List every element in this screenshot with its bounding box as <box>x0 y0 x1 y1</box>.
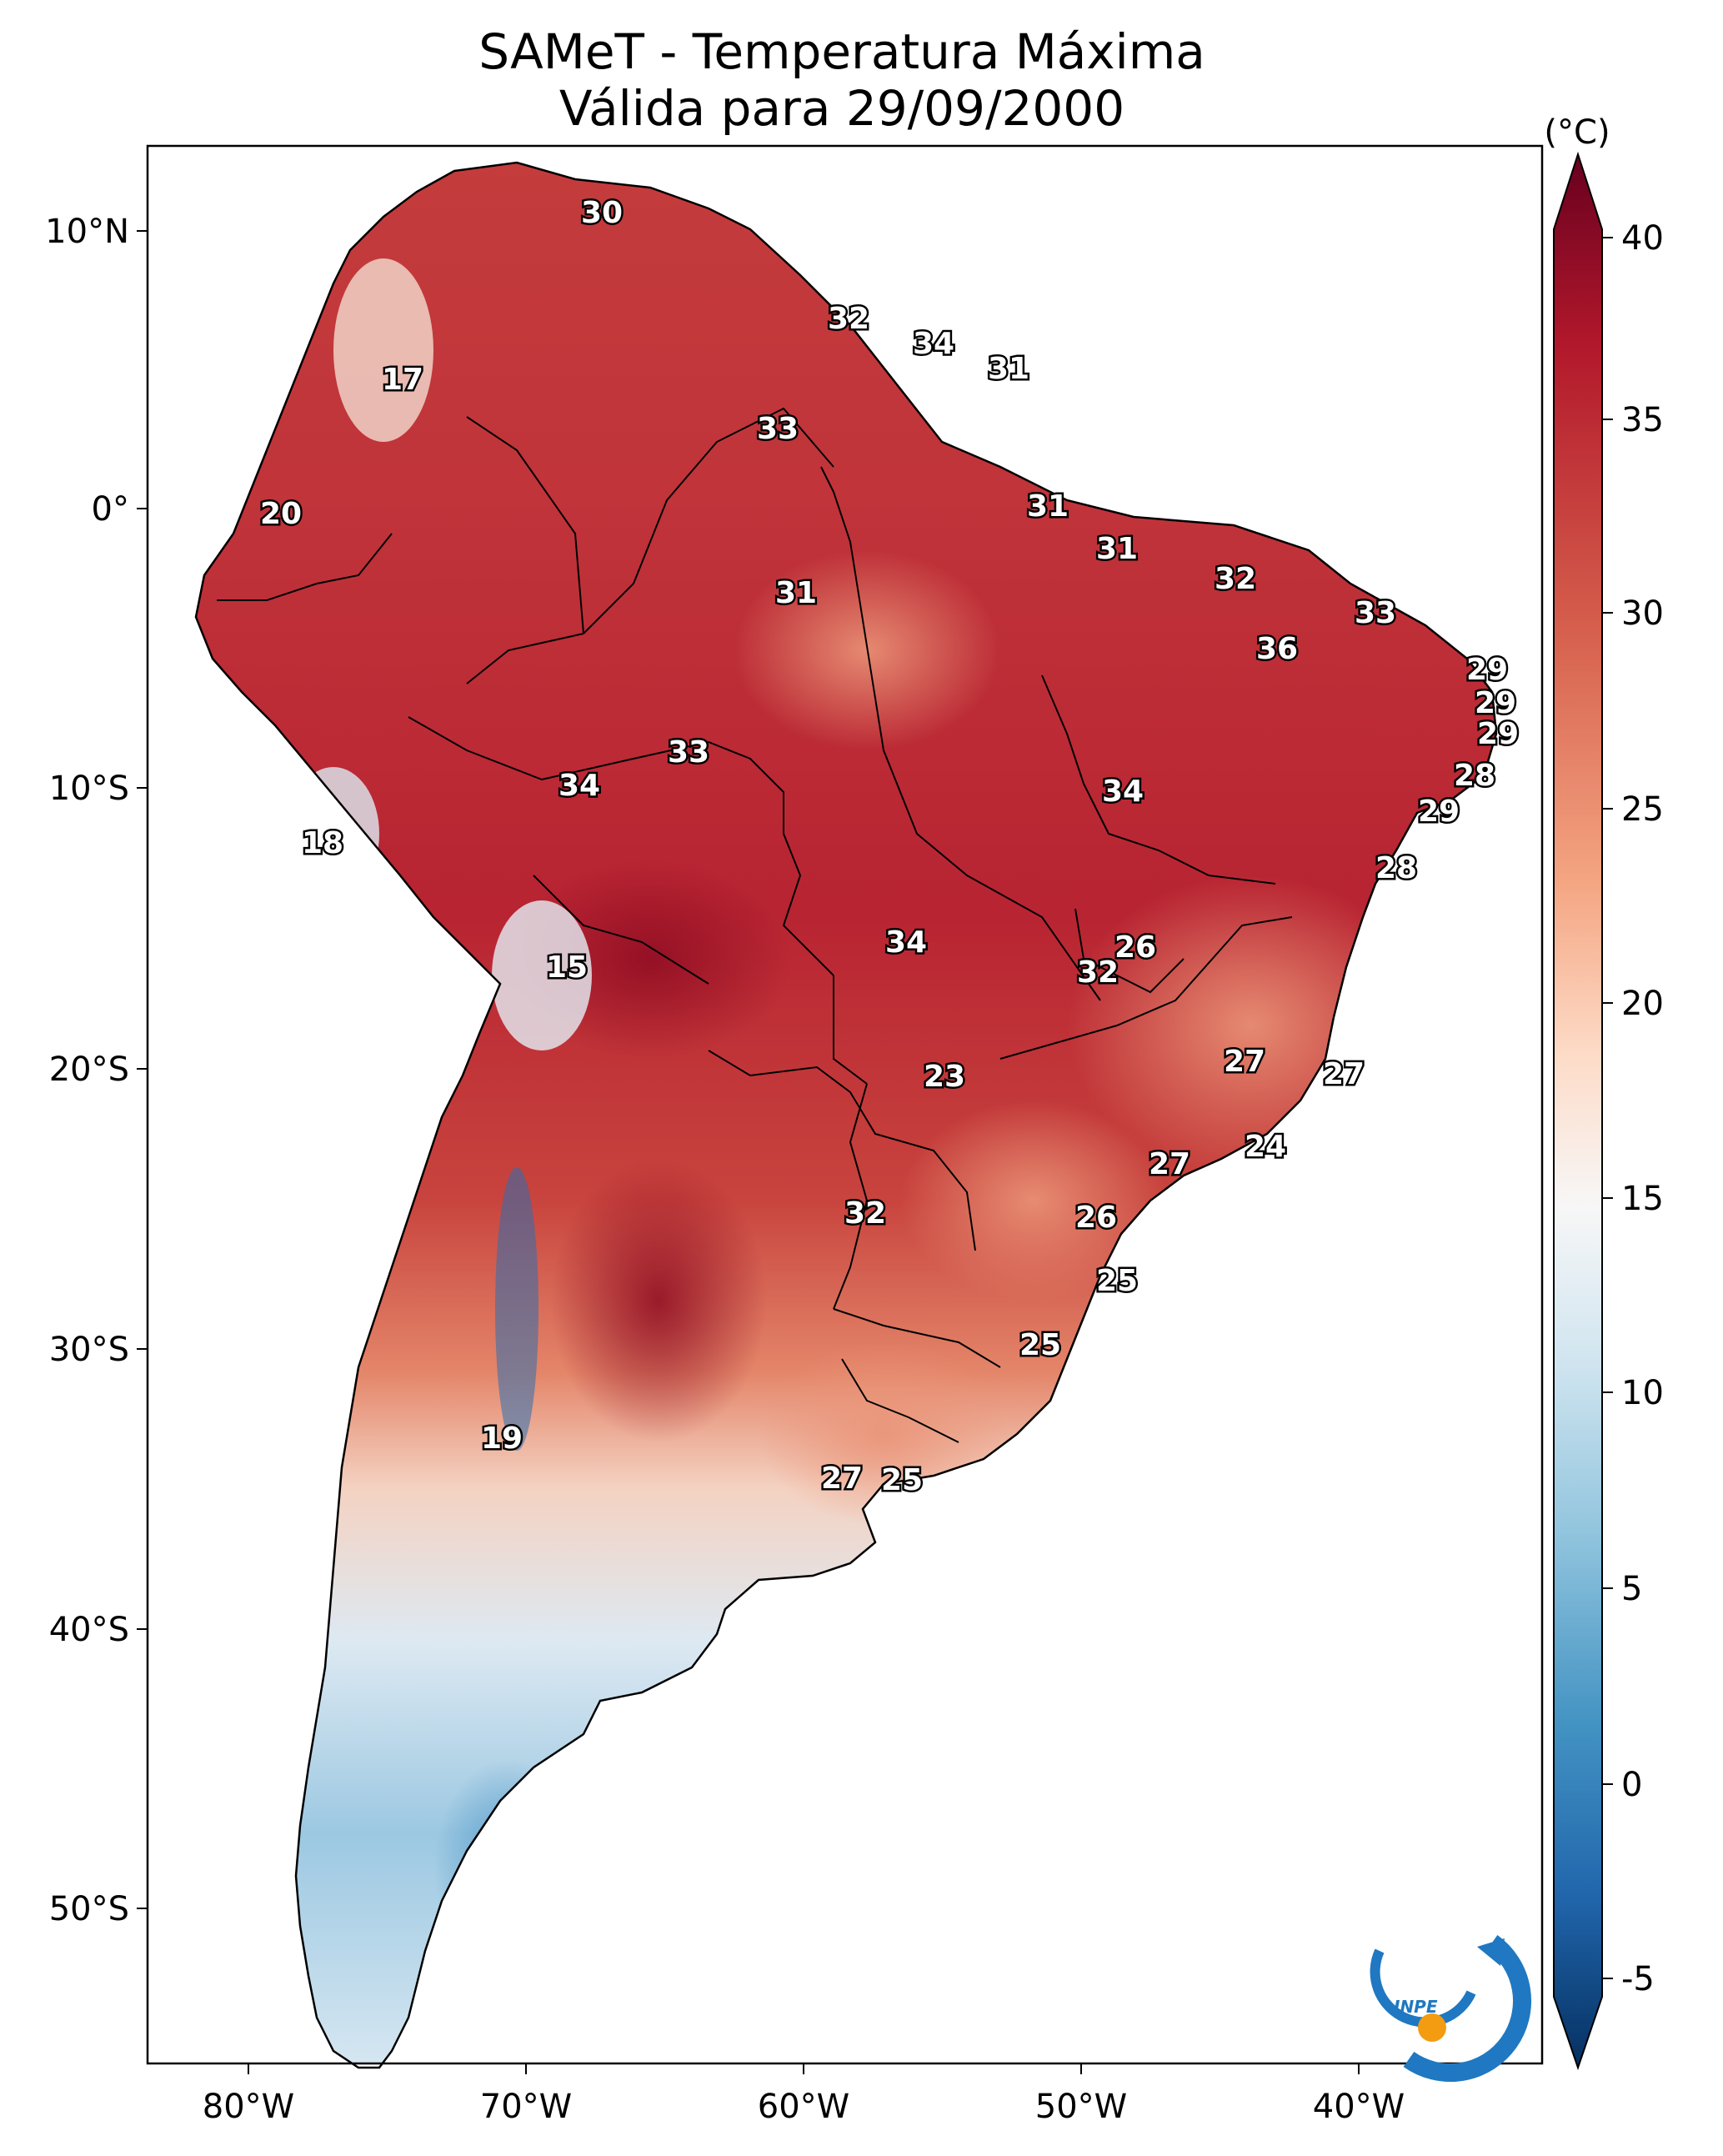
station-label: 29 <box>1466 653 1508 687</box>
colorbar-tick-label: 40 <box>1621 219 1664 258</box>
station-label: 27 <box>821 1462 863 1496</box>
lon-tick-40w: 40°W <box>1313 2088 1405 2126</box>
lon-tick-70w: 70°W <box>480 2088 572 2126</box>
station-label: 25 <box>1019 1328 1061 1362</box>
colorbar-unit: (°C) <box>1544 113 1610 152</box>
map-area: 80°W 70°W 60°W 50°W 40°W 10°N 0° 10°S 20… <box>45 144 1544 2126</box>
lat-tick-40s: 40°S <box>49 1611 129 1649</box>
station-label: 27 <box>1149 1147 1190 1181</box>
station-label: 34 <box>558 769 600 803</box>
station-label: 26 <box>1075 1201 1117 1235</box>
station-label: 28 <box>1375 851 1417 885</box>
map-title-line1: SAMeT - Temperatura Máxima <box>478 23 1205 80</box>
station-label: 31 <box>1096 532 1138 566</box>
colorbar-tick-label: 10 <box>1621 1374 1664 1412</box>
station-label: 29 <box>1418 795 1460 829</box>
station-label: 31 <box>775 576 817 610</box>
station-label: 34 <box>1102 775 1144 809</box>
station-label: 33 <box>668 735 709 770</box>
lon-ticks: 80°W 70°W 60°W 50°W 40°W <box>203 2063 1405 2126</box>
station-label: 32 <box>1215 562 1256 596</box>
station-label: 32 <box>1077 955 1119 990</box>
lon-tick-50w: 50°W <box>1035 2088 1127 2126</box>
station-label: 36 <box>1256 632 1298 666</box>
station-label: 26 <box>1114 930 1156 965</box>
lat-tick-0: 0° <box>92 490 129 529</box>
lat-ticks: 10°N 0° 10°S 20°S 30°S 40°S 50°S <box>45 213 148 1928</box>
lon-tick-60w: 60°W <box>758 2088 849 2126</box>
station-label: 34 <box>913 327 954 361</box>
colorbar-tick-label: 5 <box>1621 1570 1642 1608</box>
station-label: 34 <box>885 925 927 960</box>
station-label: 29 <box>1475 686 1516 720</box>
station-label: 18 <box>302 826 343 860</box>
colorbar-ticks: 40 35 30 25 20 15 10 5 0 -5 <box>1602 219 1664 1998</box>
lat-tick-50s: 50°S <box>49 1890 129 1928</box>
station-label: 19 <box>481 1421 523 1456</box>
station-label: 29 <box>1477 717 1519 751</box>
station-label: 33 <box>1355 596 1396 630</box>
colorbar-tick-label: 20 <box>1621 985 1664 1023</box>
colorbar-tick-label: 0 <box>1621 1766 1642 1804</box>
station-label: 27 <box>1323 1057 1365 1091</box>
colorbar-tick-label: 35 <box>1621 401 1664 439</box>
colorbar-tick-label: 25 <box>1621 790 1664 829</box>
station-label: 17 <box>382 363 423 397</box>
inpe-logo: INPE <box>1370 1935 1531 2083</box>
colorbar-tick-label: 30 <box>1621 594 1664 633</box>
station-label: 25 <box>1096 1264 1138 1298</box>
station-label: 24 <box>1245 1130 1286 1164</box>
lat-tick-20s: 20°S <box>49 1050 129 1089</box>
station-label: 31 <box>988 352 1029 386</box>
map-frame <box>146 144 1544 2065</box>
lat-tick-10n: 10°N <box>45 213 129 251</box>
station-label: 25 <box>881 1463 923 1497</box>
station-label: 15 <box>546 950 588 985</box>
colorbar: (°C) 40 35 30 25 20 15 10 5 0 -5 <box>1544 113 1664 2071</box>
lon-tick-80w: 80°W <box>203 2088 294 2126</box>
station-label: 32 <box>828 302 869 336</box>
station-label: 33 <box>757 412 799 446</box>
country-borders <box>217 407 1293 1443</box>
station-label: 27 <box>1224 1045 1265 1079</box>
inpe-logo-text: INPE <box>1394 1997 1438 2017</box>
station-label: 20 <box>260 497 302 531</box>
station-label: 23 <box>924 1060 965 1094</box>
station-label: 30 <box>581 196 623 230</box>
colorbar-tick-label: -5 <box>1621 1960 1655 1998</box>
lat-tick-30s: 30°S <box>49 1331 129 1369</box>
station-label: 31 <box>1027 489 1069 524</box>
station-label: 32 <box>844 1196 886 1231</box>
station-labels: 30 32 34 31 17 33 20 31 31 31 32 33 36 2… <box>258 194 1520 1500</box>
colorbar-tick-label: 15 <box>1621 1180 1664 1218</box>
map-title-line2: Válida para 29/09/2000 <box>559 80 1124 137</box>
lat-tick-10s: 10°S <box>49 770 129 808</box>
station-label: 28 <box>1454 759 1495 793</box>
